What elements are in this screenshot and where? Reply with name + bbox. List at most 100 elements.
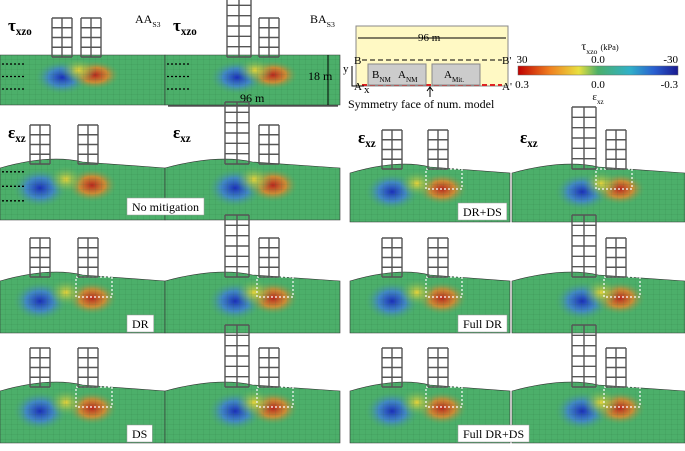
building [571, 214, 597, 278]
building [226, 0, 252, 58]
building [571, 324, 597, 388]
strain-label: εxz [592, 91, 603, 106]
building [427, 237, 449, 278]
panel-label: εxz [173, 123, 191, 145]
contour-panel [511, 163, 685, 223]
building [605, 237, 627, 278]
mesh [511, 381, 685, 444]
mesh [511, 271, 685, 334]
arrow [426, 86, 434, 97]
building [258, 347, 280, 388]
panel-label-main: τ [8, 16, 16, 35]
caption: Full DR [463, 317, 502, 331]
dim-depth: 18 m [308, 69, 333, 83]
block-label-main: A [398, 69, 406, 81]
building [381, 347, 403, 388]
contour-panel [511, 271, 685, 334]
block-label-main: B [372, 69, 379, 81]
building [427, 129, 449, 170]
caption: DR+DS [463, 205, 502, 219]
axis-y: y [343, 63, 349, 75]
panel-label: εxz [8, 123, 26, 145]
contour-panel [511, 381, 685, 444]
building [29, 124, 51, 165]
tau-tick: -30 [663, 54, 678, 66]
contour-panel [164, 381, 341, 444]
colorbar-title-sub: xzo [586, 47, 597, 56]
caption: DR [132, 317, 149, 331]
building [224, 324, 250, 388]
colorbar-title-main: τ [581, 39, 586, 53]
panel-label-sub: xz [15, 133, 26, 145]
building [29, 347, 51, 388]
panel-label-main: ε [520, 128, 527, 147]
contour-panel [164, 54, 341, 106]
panel-label: εxz [358, 128, 376, 150]
dim-width: 96 m [240, 91, 265, 105]
schematic-caption: Symmetry face of num. model [348, 97, 495, 111]
case-label-sub: S3 [327, 20, 335, 29]
case-label: AAS3 [135, 12, 161, 29]
block [431, 63, 481, 86]
schematic-width: 96 m [418, 32, 441, 44]
strain-tick: 0.0 [591, 79, 605, 91]
block-label: AMit. [444, 69, 464, 84]
contour-panel [0, 381, 166, 444]
mesh [164, 381, 341, 444]
panel-label-main: ε [358, 128, 365, 147]
case-label-sub: S3 [152, 20, 160, 29]
building [381, 129, 403, 170]
building [51, 17, 73, 58]
panel-label-sub: xz [365, 138, 376, 150]
panel-label: εxz [520, 128, 538, 150]
axis-x: x [364, 84, 370, 96]
building [77, 237, 99, 278]
caption-box [457, 202, 508, 221]
case-label-main: BA [310, 12, 327, 26]
panel-label-main: ε [173, 123, 180, 142]
block-label-sub: NM [379, 76, 391, 84]
building [571, 106, 597, 170]
block [367, 63, 427, 86]
building [605, 129, 627, 170]
block-label-main: A [444, 69, 452, 81]
mesh [164, 54, 341, 106]
panel-label-sub: xzo [181, 26, 197, 38]
building [77, 124, 99, 165]
building [605, 347, 627, 388]
block-label-sub: Mit. [452, 76, 464, 84]
block-label: BNM [372, 69, 392, 84]
caption-box [457, 314, 508, 333]
building [381, 237, 403, 278]
caption: DS [132, 427, 147, 441]
building [77, 347, 99, 388]
label-a: A [354, 81, 362, 93]
caption: No mitigation [132, 200, 199, 214]
building [258, 237, 280, 278]
caption-box [126, 424, 153, 443]
building [427, 347, 449, 388]
contour-panel [0, 158, 166, 221]
block-label: ANM [398, 69, 418, 84]
mesh [164, 271, 341, 334]
label-b-prime: B' [502, 55, 511, 67]
panel-label: τxzo [173, 16, 197, 38]
strain-label-main: ε [592, 91, 597, 103]
block-label-sub: NM [406, 76, 418, 84]
mesh [164, 158, 341, 221]
contour-panel [164, 271, 341, 334]
contour-panel [0, 54, 166, 106]
colorbar-title-unit: (kPa) [600, 43, 618, 52]
tau-tick: 30 [517, 54, 529, 66]
case-label: BAS3 [310, 12, 335, 29]
caption: Full DR+DS [463, 427, 524, 441]
panel-label-main: τ [173, 16, 181, 35]
building [224, 101, 250, 165]
building [224, 214, 250, 278]
caption-box [457, 424, 530, 443]
panel-label: τxzo [8, 16, 32, 38]
building [258, 17, 280, 58]
building [29, 237, 51, 278]
panel-label-sub: xz [527, 138, 538, 150]
colorbar-title: τxzo (kPa) [581, 39, 618, 56]
